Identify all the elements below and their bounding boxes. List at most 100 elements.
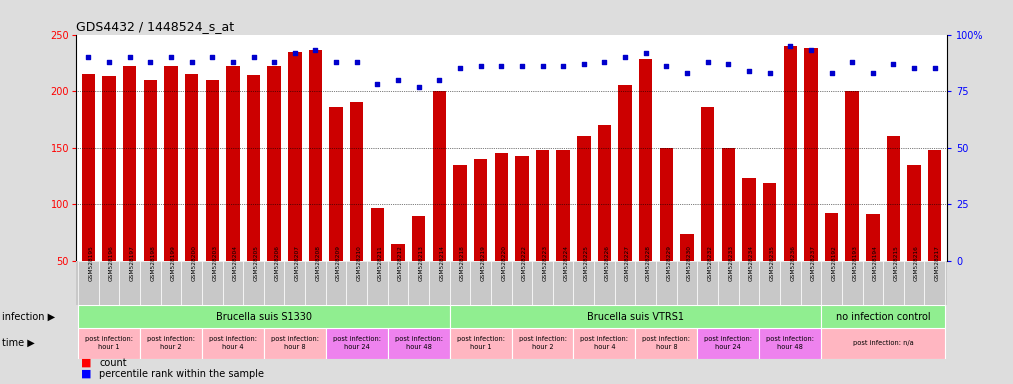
Text: GSM528214: GSM528214 (440, 245, 445, 281)
Point (390, 77, 406, 83)
Text: post infection:
hour 8: post infection: hour 8 (270, 336, 319, 350)
Bar (388, 328, 450, 359)
Text: GSM528199: GSM528199 (171, 245, 176, 281)
Point (865, 70, 881, 76)
Bar (102, 76, 115, 261)
Bar (76, 261, 947, 305)
Bar (371, 208, 384, 261)
Text: GDS4432 / 1448524_s_at: GDS4432 / 1448524_s_at (76, 20, 234, 33)
Text: GSM528233: GSM528233 (728, 245, 733, 281)
Point (617, 54, 633, 60)
Point (597, 59, 613, 65)
Text: Brucella suis S1330: Brucella suis S1330 (216, 311, 312, 321)
Bar (412, 215, 425, 261)
Bar (494, 153, 508, 261)
Bar (120, 261, 140, 305)
Text: ■: ■ (81, 358, 91, 368)
Bar (928, 150, 941, 261)
Text: GSM528219: GSM528219 (480, 245, 485, 281)
Point (514, 63, 530, 69)
Bar (78, 261, 98, 305)
Bar (677, 261, 697, 305)
Text: GSM528196: GSM528196 (109, 245, 114, 281)
Bar (243, 261, 263, 305)
Bar (697, 261, 718, 305)
Bar (883, 261, 904, 305)
Bar (846, 91, 859, 261)
Text: post infection:
hour 2: post infection: hour 2 (147, 336, 194, 350)
Text: GSM528230: GSM528230 (687, 245, 692, 281)
Bar (247, 75, 260, 261)
Text: GSM528236: GSM528236 (790, 245, 795, 281)
Point (906, 65, 922, 71)
Bar (763, 183, 776, 261)
Bar (144, 80, 157, 261)
Point (410, 83, 426, 89)
Text: post infection:
hour 48: post infection: hour 48 (395, 336, 443, 350)
Text: post infection:
hour 2: post infection: hour 2 (519, 336, 566, 350)
Text: post infection:
hour 4: post infection: hour 4 (580, 336, 628, 350)
Text: GSM528203: GSM528203 (213, 245, 217, 281)
Bar (615, 261, 635, 305)
Bar (453, 165, 467, 261)
Point (432, 77, 448, 83)
Bar (738, 261, 760, 305)
Bar (450, 261, 470, 305)
Text: GSM528213: GSM528213 (418, 245, 423, 281)
Bar (780, 261, 800, 305)
Text: count: count (99, 358, 127, 368)
Bar (98, 261, 120, 305)
Point (80, 54, 96, 60)
Bar (595, 261, 615, 305)
Text: GSM528209: GSM528209 (336, 245, 341, 281)
Bar (326, 328, 388, 359)
Bar (202, 261, 223, 305)
Text: GSM528227: GSM528227 (625, 245, 630, 281)
Bar (804, 48, 817, 261)
Text: GSM528204: GSM528204 (233, 245, 238, 281)
Point (658, 63, 675, 69)
Bar (367, 261, 388, 305)
Text: GSM528198: GSM528198 (150, 245, 155, 281)
Point (287, 50, 303, 56)
Text: GSM528192: GSM528192 (832, 245, 837, 281)
Bar (573, 261, 595, 305)
Text: GSM528222: GSM528222 (522, 245, 527, 281)
Text: percentile rank within the sample: percentile rank within the sample (99, 369, 264, 379)
Text: GSM528224: GSM528224 (563, 245, 568, 281)
Text: GSM528217: GSM528217 (935, 245, 940, 281)
Bar (161, 261, 181, 305)
Point (493, 63, 510, 69)
Text: GSM528200: GSM528200 (191, 245, 197, 281)
Bar (783, 46, 797, 261)
Text: GSM528193: GSM528193 (852, 245, 857, 281)
Point (762, 70, 778, 76)
Bar (760, 261, 780, 305)
Bar (206, 80, 219, 261)
Text: GSM528197: GSM528197 (130, 245, 135, 281)
Text: GSM528215: GSM528215 (893, 245, 899, 281)
Point (824, 70, 840, 76)
Point (741, 68, 757, 74)
Bar (288, 51, 302, 261)
Bar (536, 150, 549, 261)
Text: GSM528206: GSM528206 (275, 245, 280, 281)
Bar (470, 261, 491, 305)
Text: post infection:
hour 48: post infection: hour 48 (766, 336, 814, 350)
Text: GSM528207: GSM528207 (295, 245, 300, 281)
Bar (659, 148, 673, 261)
Bar (822, 261, 842, 305)
Bar (140, 261, 161, 305)
Text: no infection control: no infection control (836, 311, 931, 321)
Text: post infection:
hour 4: post infection: hour 4 (209, 336, 257, 350)
Text: GSM528210: GSM528210 (357, 245, 362, 281)
Point (927, 65, 943, 71)
Point (205, 54, 221, 60)
Bar (573, 328, 635, 359)
Point (142, 59, 158, 65)
Point (122, 54, 138, 60)
Bar (904, 261, 925, 305)
Text: GSM528220: GSM528220 (501, 245, 506, 281)
Text: GSM528216: GSM528216 (914, 245, 919, 281)
Point (163, 54, 179, 60)
